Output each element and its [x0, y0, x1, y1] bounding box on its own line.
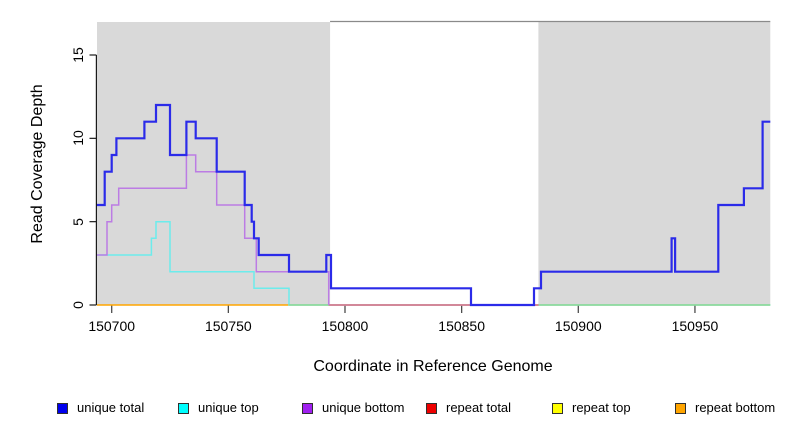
- x-tick-label: 150750: [204, 318, 252, 334]
- series-unique-top: [97, 220, 771, 306]
- x-tick-label: 150900: [554, 318, 602, 334]
- y-tick-label: 0: [70, 301, 86, 309]
- y-axis-label: Read Coverage Depth: [29, 84, 46, 244]
- x-tick-label: 150950: [671, 318, 719, 334]
- shaded-region-right: [538, 22, 771, 305]
- series-unique-total: [97, 103, 771, 307]
- x-axis-label: Coordinate in Reference Genome: [313, 358, 553, 375]
- x-tick-label: 150850: [438, 318, 485, 334]
- y-tick-label: 5: [70, 217, 86, 226]
- x-tick-label: 150700: [88, 318, 136, 334]
- y-tick-label: 10: [70, 130, 86, 147]
- y-tick-label: 15: [70, 47, 86, 63]
- shaded-region-left: [97, 22, 331, 305]
- x-tick-label: 150800: [321, 318, 369, 334]
